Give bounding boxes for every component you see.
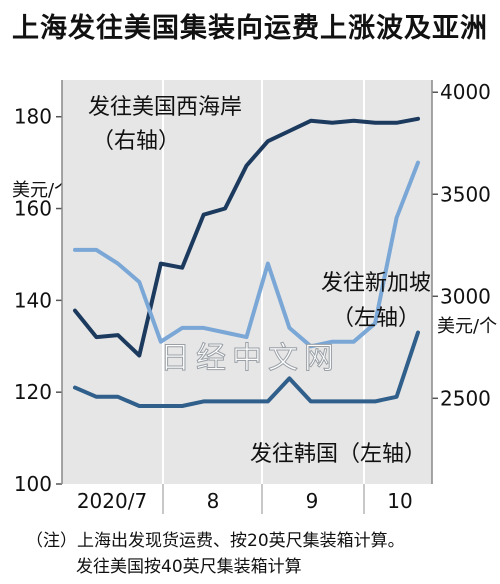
- series-line-2: [73, 330, 420, 408]
- x-tick-label: 10: [387, 489, 412, 513]
- x-tick-label: 9: [306, 489, 319, 513]
- right-tick-label: 3500: [440, 182, 491, 206]
- series-line-1: [73, 160, 420, 349]
- x-tick-label: 8: [207, 489, 220, 513]
- left-tick-label: 140: [14, 288, 52, 312]
- plot-area: [62, 80, 432, 484]
- series-label-0: （右轴）: [92, 129, 180, 154]
- series-label-1: （左轴）: [332, 306, 420, 331]
- footnote-line-1: （注）上海出发现货运费、按20英尺集装箱计算。: [26, 531, 405, 551]
- left-tick-label: 100: [14, 472, 52, 496]
- left-tick-label: 120: [14, 380, 52, 404]
- series-label-2: 发往韩国（左轴）: [250, 442, 426, 467]
- footnote-line-2: 发往美国按40英尺集装箱计算: [76, 557, 302, 577]
- x-tick-label: 2020/7: [77, 489, 147, 513]
- chart-title: 上海发往美国集装向运费上涨波及亚洲: [12, 13, 488, 44]
- right-tick-label: 2500: [440, 386, 491, 410]
- left-axis-unit: 美元/个: [12, 180, 73, 201]
- right-tick-label: 4000: [440, 80, 491, 104]
- left-tick-label: 160: [14, 197, 52, 221]
- series-label-1: 发往新加坡: [321, 271, 431, 296]
- series-label-0: 发往美国西海岸: [88, 95, 242, 120]
- left-tick-label: 180: [14, 105, 52, 129]
- watermark-text: 日经中文网: [160, 341, 340, 376]
- series-line-0: [73, 116, 420, 358]
- right-axis-unit: 美元/个: [437, 316, 498, 337]
- right-tick-label: 3000: [440, 284, 491, 308]
